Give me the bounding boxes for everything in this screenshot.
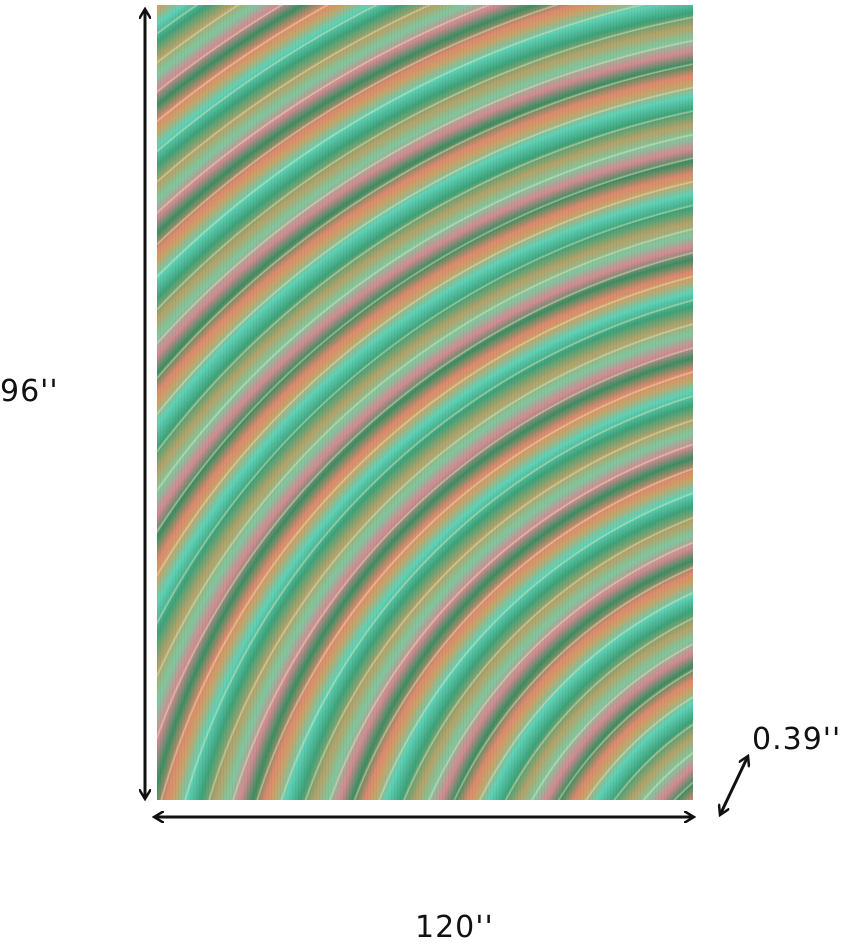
width-label: 120'' [415, 910, 494, 945]
thickness-label: 0.39'' [752, 722, 842, 757]
thickness-arrow [720, 756, 748, 815]
height-label: 96'' [0, 374, 59, 409]
rug-image [157, 5, 693, 800]
